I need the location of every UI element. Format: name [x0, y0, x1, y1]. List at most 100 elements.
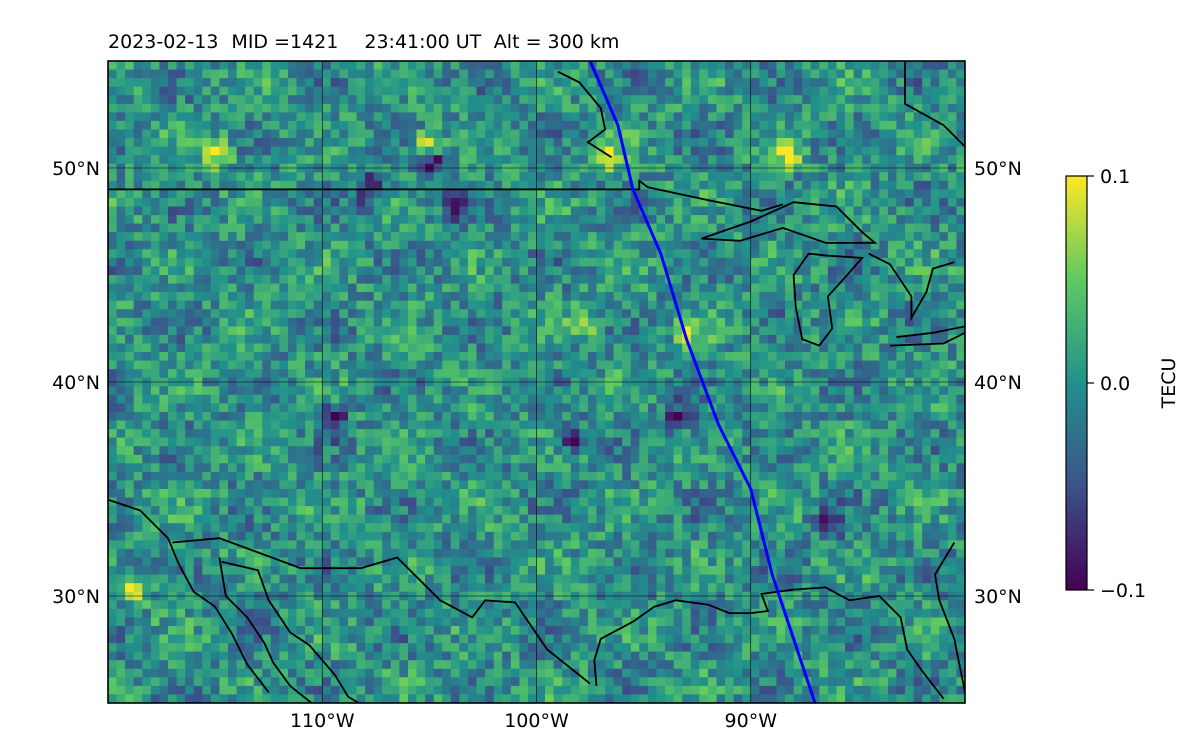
tec-cell [733, 412, 743, 422]
tec-cell [416, 429, 426, 439]
tec-cell [853, 129, 863, 139]
tec-cell [519, 103, 529, 113]
tec-cell [699, 206, 709, 216]
tec-cell [553, 120, 563, 131]
tec-cell [613, 283, 623, 293]
tec-cell [288, 95, 298, 105]
tec-cell [536, 292, 546, 302]
tec-cell [159, 95, 169, 105]
tec-cell [647, 95, 658, 105]
tec-cell [116, 215, 126, 225]
tec-cell [493, 249, 503, 259]
tec-cell [493, 429, 503, 439]
tec-cell [322, 283, 332, 293]
tec-cell [339, 103, 349, 113]
tec-cell [802, 223, 812, 233]
tec-cell [236, 95, 246, 105]
tec-cell [810, 352, 820, 362]
tec-cell [270, 360, 280, 370]
tec-cell [913, 129, 923, 139]
tec-cell [348, 249, 358, 259]
tec-cell [905, 120, 915, 131]
tec-cell [442, 283, 452, 293]
tec-cell [305, 189, 315, 199]
tec-cell [125, 471, 135, 482]
tec-cell [442, 317, 452, 327]
tec-cell [382, 446, 392, 456]
tec-cell [956, 120, 965, 131]
tec-cell [742, 180, 752, 190]
tec-cell [802, 429, 812, 439]
tec-cell [519, 309, 529, 319]
tec-cell [433, 129, 443, 139]
tec-cell [390, 275, 400, 285]
tec-cell [356, 471, 366, 482]
tec-cell [750, 471, 760, 482]
tec-cell [759, 103, 769, 113]
tec-cell [639, 146, 649, 156]
tec-cell [288, 377, 298, 387]
tec-cell [125, 360, 135, 370]
tec-cell [707, 232, 718, 242]
tec-cell [185, 146, 195, 156]
tec-cell [656, 446, 666, 456]
tec-cell [210, 309, 220, 319]
tec-cell [630, 300, 640, 310]
tec-cell [262, 343, 272, 353]
tec-cell [253, 198, 263, 208]
tec-cell [699, 292, 709, 302]
tec-cell [185, 61, 195, 71]
tec-cell [467, 172, 478, 182]
tec-cell [416, 198, 426, 208]
tec-cell [270, 78, 280, 88]
tec-cell [647, 240, 658, 250]
tec-cell [742, 446, 752, 456]
tec-cell [622, 317, 632, 327]
tec-cell [485, 369, 495, 379]
tec-cell [322, 394, 332, 404]
tec-cell [416, 275, 426, 285]
tec-cell [185, 377, 195, 387]
tec-cell [450, 215, 460, 225]
tec-cell [330, 360, 340, 370]
tec-cell [253, 240, 263, 250]
tec-cell [939, 138, 949, 148]
tec-cell [853, 146, 863, 156]
tec-cell [382, 138, 392, 148]
tec-cell [853, 471, 863, 482]
tec-cell [408, 129, 418, 139]
tec-cell [810, 446, 820, 456]
tec-cell [168, 61, 178, 71]
tec-cell [450, 69, 460, 79]
tec-cell [913, 420, 923, 430]
tec-cell [802, 129, 812, 139]
tec-cell [647, 129, 658, 139]
tec-cell [245, 223, 255, 233]
tec-cell [390, 352, 400, 362]
tec-cell [956, 223, 965, 233]
tec-cell [416, 394, 426, 404]
tec-cell [382, 155, 392, 165]
tec-cell [793, 266, 803, 276]
tec-cell [288, 223, 298, 233]
tec-cell [245, 360, 255, 370]
tec-cell [296, 61, 306, 71]
tec-cell [142, 180, 152, 190]
tec-cell [108, 317, 118, 327]
tec-cell [579, 155, 589, 165]
tec-cell [467, 403, 478, 413]
tec-cell [767, 446, 778, 456]
tec-cell [793, 78, 803, 88]
tec-cell [365, 343, 375, 353]
tec-cell [467, 420, 478, 430]
tec-cell [142, 369, 152, 379]
tec-cell [570, 215, 580, 225]
tec-cell [176, 334, 186, 345]
tec-cell [125, 403, 135, 413]
tec-cell [819, 403, 829, 413]
tec-cell [553, 300, 563, 310]
tec-cell [733, 394, 743, 404]
tec-cell [930, 369, 940, 379]
tec-cell [665, 420, 675, 430]
tec-cell [390, 463, 400, 473]
